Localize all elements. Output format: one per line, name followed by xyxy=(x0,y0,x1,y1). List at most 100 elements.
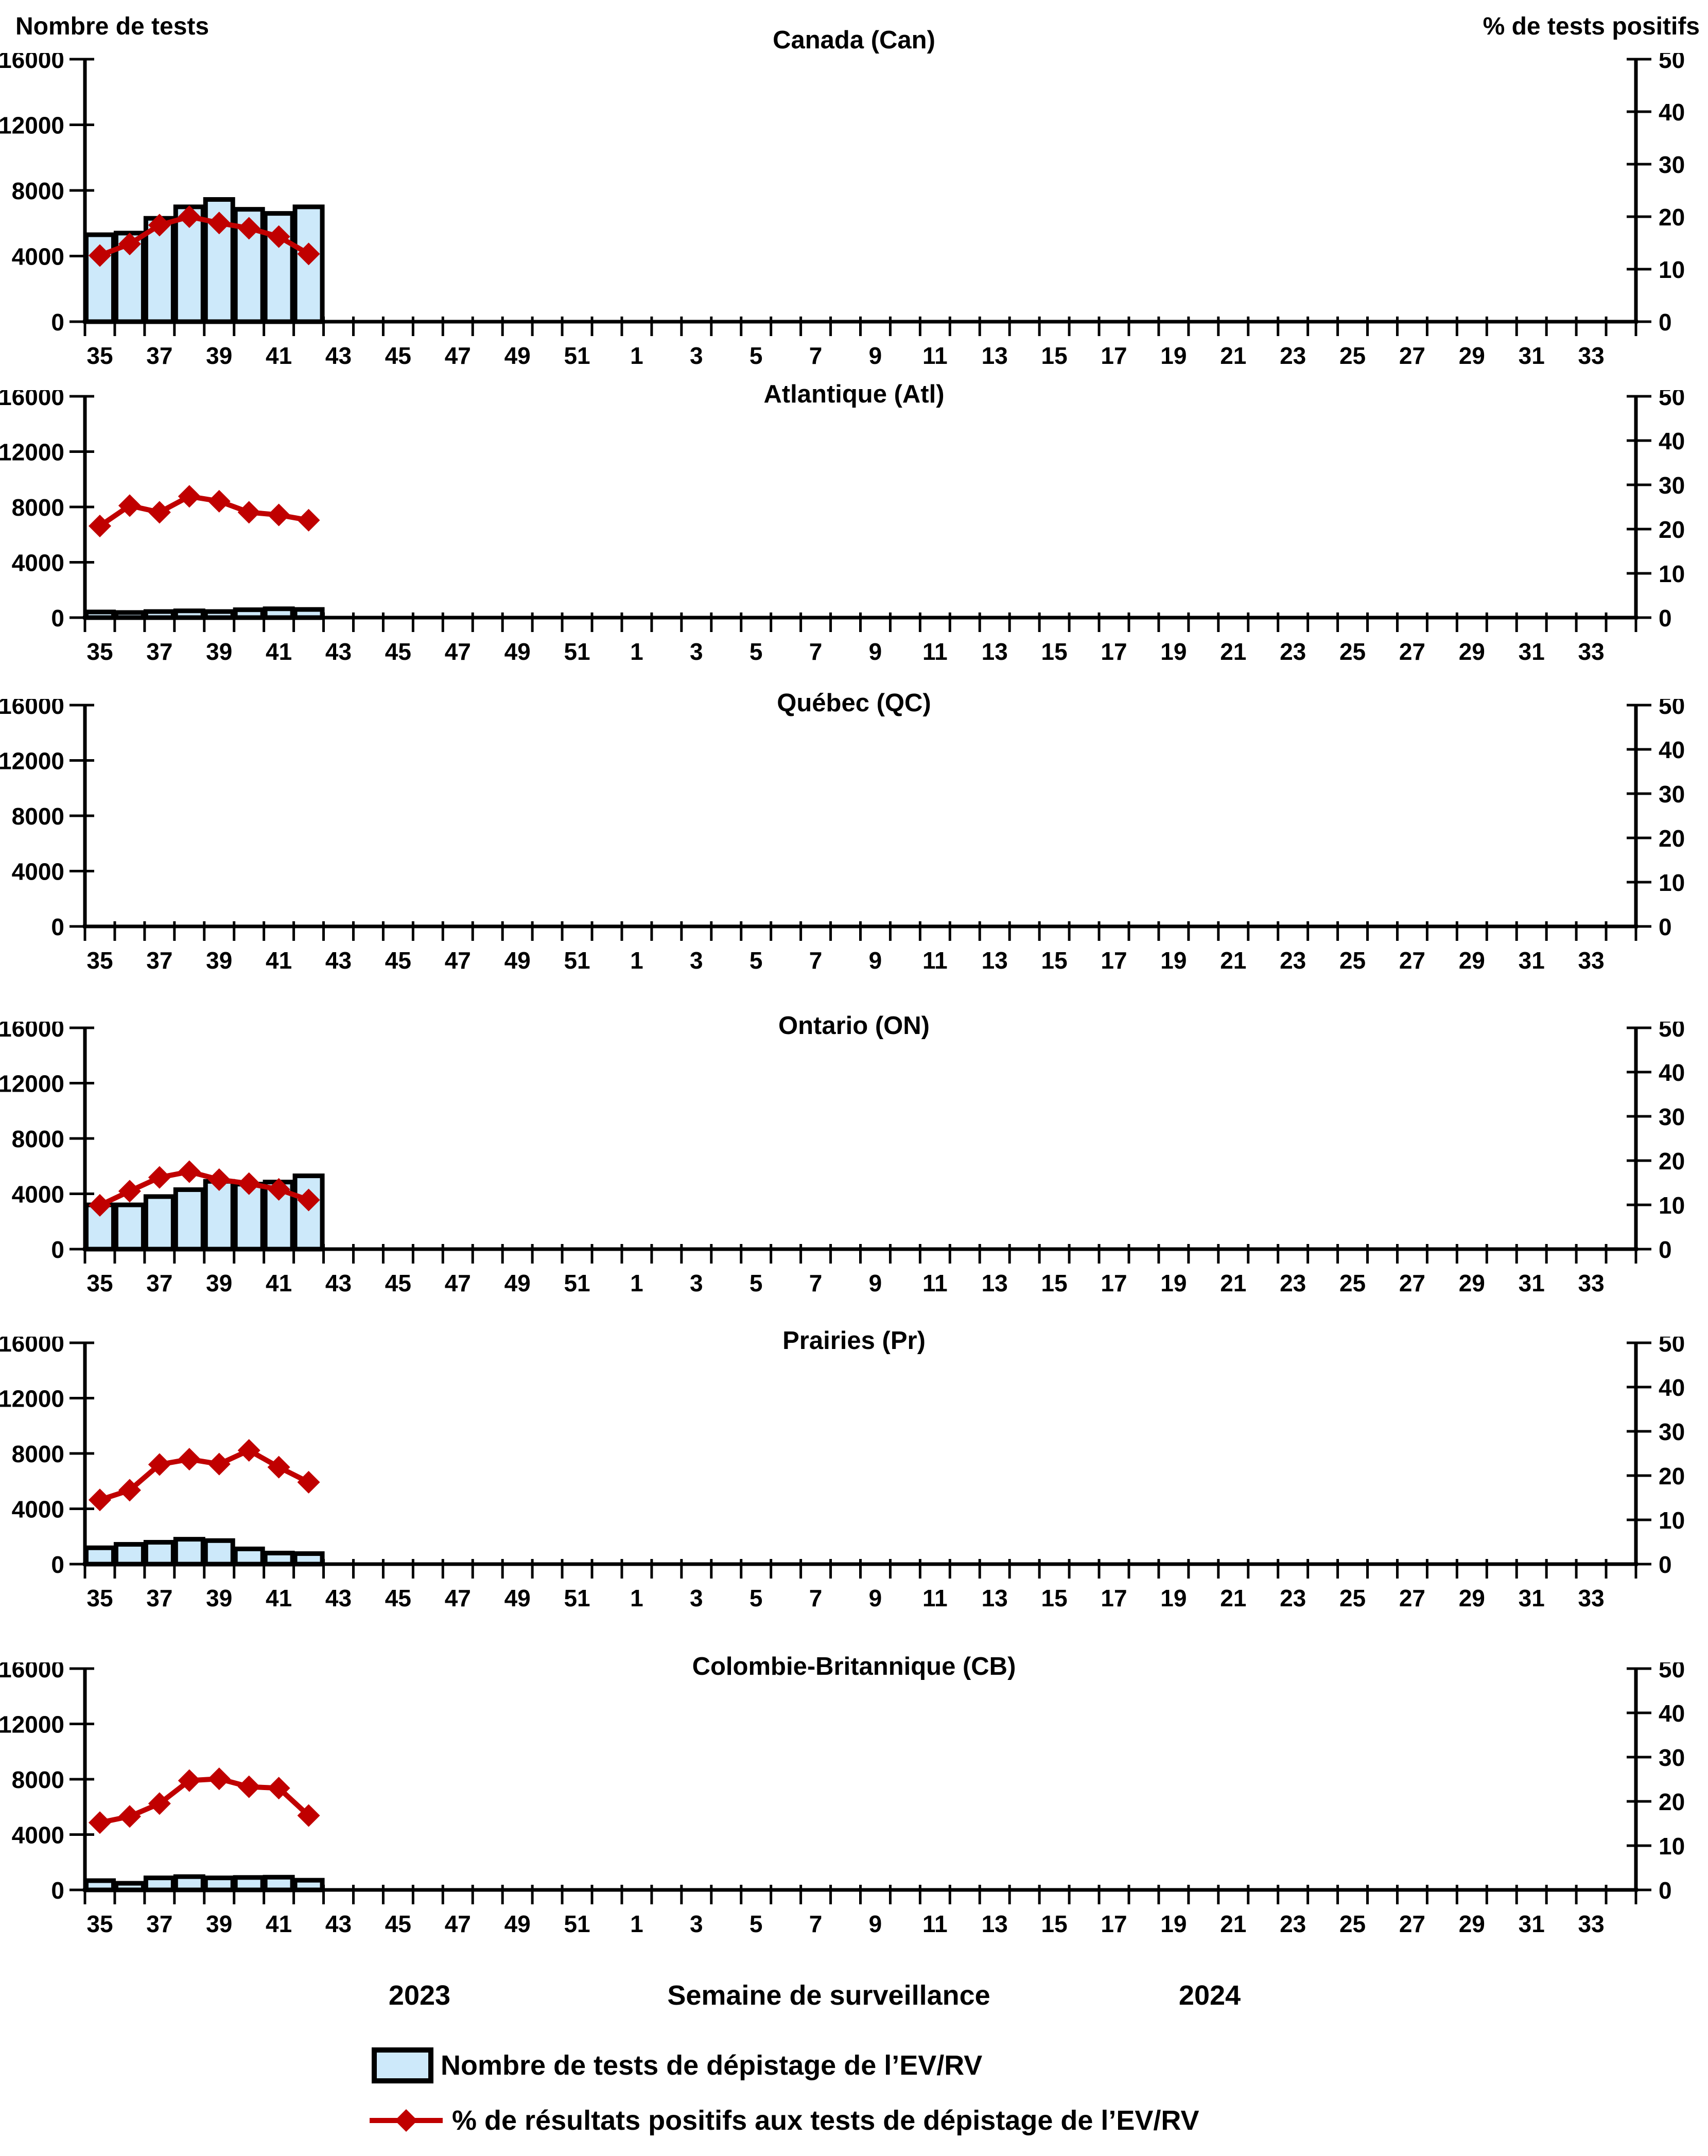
x-tick-label: 3 xyxy=(690,638,703,665)
x-tick-label: 5 xyxy=(750,1910,763,1937)
marker-week-40 xyxy=(237,1172,260,1195)
x-tick-label: 9 xyxy=(869,638,882,665)
x-tick-label: 35 xyxy=(86,1910,113,1937)
left-tick-label: 12000 xyxy=(0,439,64,466)
right-tick-label: 50 xyxy=(1659,1337,1685,1357)
bar-week-35 xyxy=(83,1878,116,1892)
left-axis-ticks: 0 4000 8000 12000 16000 xyxy=(0,1656,94,1904)
bar-week-41 xyxy=(263,606,295,620)
x-tick-label: 45 xyxy=(385,342,411,369)
right-tick-label: 30 xyxy=(1659,1744,1685,1771)
left-tick-label: 8000 xyxy=(12,494,64,521)
marker-week-42 xyxy=(297,242,320,266)
x-tick-label: 19 xyxy=(1160,638,1187,665)
x-tick-label: 13 xyxy=(982,947,1008,974)
x-tick-label: 13 xyxy=(982,638,1008,665)
x-tick-label: 39 xyxy=(206,1910,232,1937)
x-tick-label: 11 xyxy=(922,1270,948,1296)
left-axis-ticks: 0 4000 8000 12000 16000 xyxy=(0,46,94,336)
x-tick-label: 1 xyxy=(630,1585,643,1611)
positivity-markers xyxy=(88,1767,320,1834)
right-tick-label: 0 xyxy=(1659,309,1672,336)
left-tick-label: 16000 xyxy=(0,699,64,719)
right-tick-label: 0 xyxy=(1659,1236,1672,1263)
x-tick-label: 41 xyxy=(266,638,292,665)
x-tick-label: 41 xyxy=(266,1270,292,1296)
x-tick-label: 37 xyxy=(146,947,172,974)
x-tick-label: 21 xyxy=(1220,1270,1246,1296)
x-tick-label: 15 xyxy=(1041,342,1068,369)
bar-week-40 xyxy=(233,1546,265,1567)
bar-week-36 xyxy=(113,231,146,324)
x-tick-label: 49 xyxy=(504,1270,531,1296)
legend-item-positivity: % de résultats positifs aux tests de dép… xyxy=(368,2104,1199,2137)
x-tick-label: 47 xyxy=(445,1910,471,1937)
x-tick-label: 19 xyxy=(1160,947,1187,974)
test-count-bars xyxy=(83,1173,325,1252)
x-tick-label: 39 xyxy=(206,1270,232,1296)
x-tick-label: 3 xyxy=(690,1910,703,1937)
x-tick-label: 9 xyxy=(869,342,882,369)
x-tick-label: 13 xyxy=(982,342,1008,369)
marker-week-35 xyxy=(88,244,111,267)
x-tick-label: 37 xyxy=(146,1910,172,1937)
x-tick-label: 29 xyxy=(1459,342,1485,369)
bar-week-39 xyxy=(203,609,235,620)
x-tick-label: 25 xyxy=(1339,638,1366,665)
right-tick-label: 20 xyxy=(1659,1463,1685,1489)
marker-week-41 xyxy=(267,1777,290,1800)
x-tick-label: 5 xyxy=(750,947,763,974)
x-tick-label: 35 xyxy=(86,638,113,665)
marker-week-38 xyxy=(178,1160,201,1183)
x-tick-label: 33 xyxy=(1578,342,1605,369)
left-axis-ticks: 0 4000 8000 12000 16000 xyxy=(0,692,94,940)
x-tick-label: 51 xyxy=(564,1270,590,1296)
x-tick-label: 35 xyxy=(86,1270,113,1296)
right-axis-ticks: 0 10 20 30 40 50 xyxy=(1627,692,1685,940)
marker-week-36 xyxy=(118,494,141,517)
left-tick-label: 16000 xyxy=(0,1022,64,1042)
x-tick-label: 27 xyxy=(1399,1270,1425,1296)
legend-label-positivity: % de résultats positifs aux tests de dép… xyxy=(452,2105,1199,2136)
x-tick-label: 27 xyxy=(1399,947,1425,974)
right-tick-label: 30 xyxy=(1659,1103,1685,1130)
marker-week-39 xyxy=(207,212,231,235)
x-tick-label: 51 xyxy=(564,1585,590,1611)
x-tick-label: 35 xyxy=(86,947,113,974)
x-tick-label: 27 xyxy=(1399,638,1425,665)
left-tick-label: 16000 xyxy=(0,53,64,73)
x-tick-label: 29 xyxy=(1459,638,1485,665)
marker-week-35 xyxy=(88,1811,111,1834)
x-tick-label: 21 xyxy=(1220,342,1246,369)
x-tick-label: 17 xyxy=(1101,1270,1127,1296)
panel-title-canada: Canada (Can) xyxy=(773,26,935,54)
x-tick-label: 3 xyxy=(690,1585,703,1611)
right-tick-label: 40 xyxy=(1659,737,1685,763)
x-tick-label: 17 xyxy=(1101,1910,1127,1937)
right-tick-label: 40 xyxy=(1659,1374,1685,1401)
x-tick-label: 17 xyxy=(1101,1585,1127,1611)
bar-week-36 xyxy=(113,610,146,620)
x-tick-label: 1 xyxy=(630,1270,643,1296)
bar-week-42 xyxy=(292,1878,325,1892)
left-tick-label: 8000 xyxy=(12,1126,64,1152)
marker-week-36 xyxy=(118,1479,141,1502)
left-axis-ticks: 0 4000 8000 12000 16000 xyxy=(0,383,94,632)
x-tick-label: 35 xyxy=(86,1585,113,1611)
year-2023-label: 2023 xyxy=(388,1980,451,2011)
x-tick-label: 19 xyxy=(1160,1585,1187,1611)
x-tick-label: 41 xyxy=(266,1585,292,1611)
x-tick-label: 3 xyxy=(690,342,703,369)
x-tick-label: 11 xyxy=(922,947,948,974)
marker-week-36 xyxy=(118,1805,141,1828)
x-tick-label: 31 xyxy=(1519,947,1545,974)
right-axis-ticks: 0 10 20 30 40 50 xyxy=(1627,1656,1685,1904)
x-tick-label: 7 xyxy=(809,1585,823,1611)
chart-prairies: 0 4000 8000 12000 16000 0 10 20 30 40 50 35 37 39 41 43… xyxy=(0,1330,1708,1618)
x-tick-label: 19 xyxy=(1160,1910,1187,1937)
bar-week-36 xyxy=(113,1202,146,1252)
x-tick-label: 37 xyxy=(146,1270,172,1296)
